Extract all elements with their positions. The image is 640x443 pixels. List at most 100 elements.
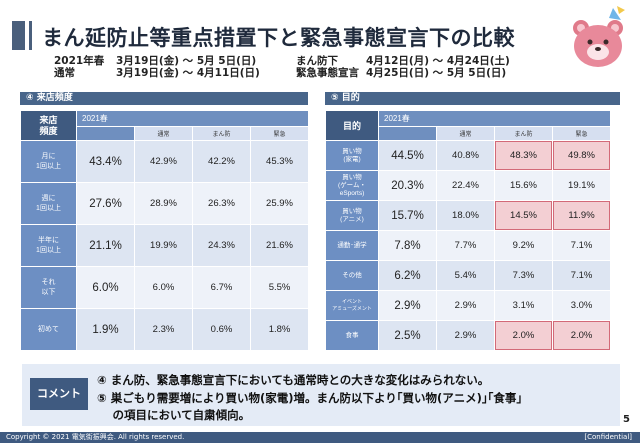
year-header: 2021春 [377,110,612,127]
table-row: イベント アミューズメント 2.9% 2.9% 3.1% 3.0% [325,290,612,321]
mascot-bear-icon [573,6,625,67]
table-row: 買い物 (ゲーム・ eSports) 20.3% 22.4% 15.6% 19.… [325,170,612,201]
period-value: 3月19日(金) ～ 4月11日(日) [116,67,260,79]
row-label: 半年に 1回以上 [20,224,77,267]
highlighted-cell-value: 48.3% [494,140,553,171]
row-label: 月に 1回以上 [20,140,77,183]
total-value: 15.7% [378,200,437,231]
cell-value: 1.8% [249,308,310,351]
table-row: 通勤･通学 7.8% 7.7% 9.2% 7.1% [325,230,612,261]
cell-value: 7.3% [494,260,553,291]
cell-value: 28.9% [134,182,193,225]
cell-value: 25.9% [249,182,310,225]
cell-value: 22.4% [436,170,495,201]
period-label: 通常 [54,67,75,79]
row-label: イベント アミューズメント [325,290,379,321]
cell-value: 3.1% [494,290,553,321]
period-label: まん防下 [296,55,338,67]
visit-frequency-section-header: ④ 来店頻度 [20,92,308,105]
comment-line: の項目において自粛傾向。 [97,408,251,422]
total-value: 20.3% [378,170,437,201]
column-header: 緊急 [551,126,612,141]
column-header: 緊急 [249,126,310,141]
period-normal: 通常 3月19日(金) ～ 4月11日(日) [54,67,260,80]
table-row: 食事 2.5% 2.9% 2.0% 2.0% [325,320,612,351]
cell-value: 26.3% [192,182,251,225]
table-row: その他 6.2% 5.4% 7.3% 7.1% [325,260,612,291]
highlighted-cell-value: 2.0% [551,320,612,351]
cell-value: 42.2% [192,140,251,183]
table-row: 月に 1回以上 43.4% 42.9% 42.2% 45.3% [20,140,310,183]
comment-box [22,364,620,426]
cell-value: 6.7% [192,266,251,309]
period-value: 3月19日(金) ～ 5月 5日(日) [116,55,257,67]
row-label: 通勤･通学 [325,230,379,261]
title-accent-line [29,21,32,50]
cell-value: 45.3% [249,140,310,183]
highlighted-cell-value: 2.0% [494,320,553,351]
cell-value: 40.8% [436,140,495,171]
page-number: 5 [623,414,630,425]
purpose-table: 目的 2021春 通常 まん防 緊急 買い物 (家電) 44.5% 40.8% … [325,110,612,351]
table-row: 初めて 1.9% 2.3% 0.6% 1.8% [20,308,310,351]
comment-line: ④ まん防、緊急事態宣言下においても通常時との大きな変化はみられない。 [97,373,490,387]
year-header: 2021春 [75,110,310,127]
period-manbou: まん防下 4月12日(月) ～ 4月24日(土) [296,55,510,68]
period-emergency: 緊急事態宣言 4月25日(日) ～ 5月 5日(日) [296,67,506,80]
title-accent-bar [12,21,25,50]
total-value: 7.8% [378,230,437,261]
period-value: 4月12日(月) ～ 4月24日(土) [366,55,510,67]
total-value: 21.1% [76,224,135,267]
cell-value: 21.6% [249,224,310,267]
row-label: 買い物 (家電) [325,140,379,171]
cell-value: 2.9% [436,290,495,321]
period-2021-spring: 2021年春 3月19日(金) ～ 5月 5日(日) [54,55,256,68]
column-header: まん防 [192,126,251,141]
row-label: それ 以下 [20,266,77,309]
period-value: 4月25日(日) ～ 5月 5日(日) [366,67,507,79]
row-label: 週に 1回以上 [20,182,77,225]
purpose-section-header: ⑤ 目的 [325,92,620,105]
comment-tag: コメント [30,378,88,410]
column-header: 通常 [134,126,193,141]
total-value: 44.5% [378,140,437,171]
column-spacer [76,126,135,141]
highlighted-cell-value: 14.5% [494,200,553,231]
total-value: 27.6% [76,182,135,225]
table-row: 買い物 (アニメ) 15.7% 18.0% 14.5% 11.9% [325,200,612,231]
row-label: 初めて [20,308,77,351]
table-row: それ 以下 6.0% 6.0% 6.7% 5.5% [20,266,310,309]
table-corner-header: 目的 [325,110,379,141]
cell-value: 3.0% [551,290,612,321]
total-value: 43.4% [76,140,135,183]
table-row: 週に 1回以上 27.6% 28.9% 26.3% 25.9% [20,182,310,225]
cell-value: 5.4% [436,260,495,291]
copyright-text: Copyright © 2021 電気街振興会. All rights rese… [6,433,185,441]
cell-value: 42.9% [134,140,193,183]
cell-value: 19.1% [551,170,612,201]
cell-value: 0.6% [192,308,251,351]
period-label: 緊急事態宣言 [296,67,359,79]
total-value: 6.2% [378,260,437,291]
cell-value: 7.1% [551,230,612,261]
comment-line: ⑤ 巣ごもり需要増により買い物(家電)増。まん防以下より｢買い物(アニメ)｣｢食… [97,391,523,405]
footer-bar: Copyright © 2021 電気街振興会. All rights rese… [0,432,640,443]
total-value: 2.5% [378,320,437,351]
cell-value: 2.9% [436,320,495,351]
confidential-label: [Confidential] [584,433,632,441]
highlighted-cell-value: 11.9% [551,200,612,231]
cell-value: 2.3% [134,308,193,351]
column-header: まん防 [494,126,553,141]
cell-value: 7.7% [436,230,495,261]
column-header: 通常 [436,126,495,141]
highlighted-cell-value: 49.8% [551,140,612,171]
cell-value: 9.2% [494,230,553,261]
row-label: 食事 [325,320,379,351]
page-title: まん延防止等重点措置下と緊急事態宣言下の比較 [42,26,515,50]
cell-value: 24.3% [192,224,251,267]
column-spacer [378,126,437,141]
cell-value: 6.0% [134,266,193,309]
cell-value: 5.5% [249,266,310,309]
visit-frequency-table: 来店 頻度 2021春 通常 まん防 緊急 月に 1回以上 43.4% 42.9… [20,110,310,351]
cell-value: 15.6% [494,170,553,201]
